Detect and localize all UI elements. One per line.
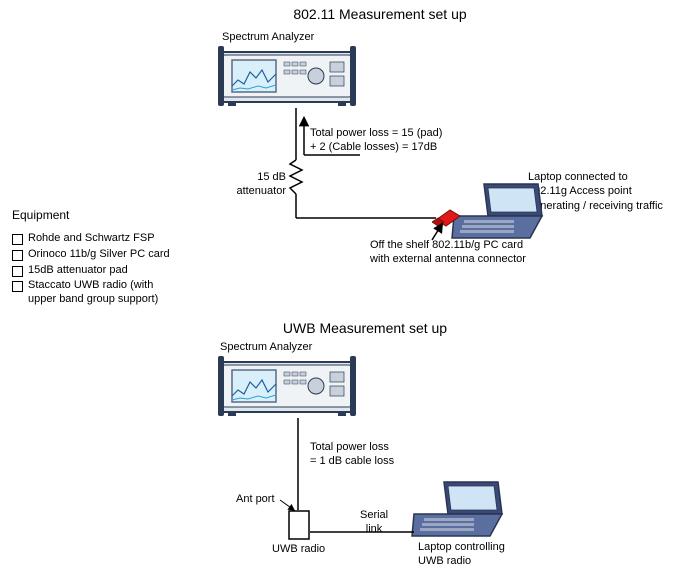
power-loss-label-2: Total power loss = 1 dB cable loss: [310, 440, 394, 469]
equipment-list: Rohde and Schwartz FSP Orinoco 11b/g Sil…: [12, 232, 172, 309]
title-80211: 802.11 Measurement set up: [250, 6, 510, 22]
uwb-radio-box: [288, 510, 310, 545]
equipment-item: 15dB attenuator pad: [12, 264, 172, 278]
analyzer-label-1: Spectrum Analyzer: [222, 30, 314, 44]
equipment-item: Rohde and Schwartz FSP: [12, 232, 172, 246]
pc-card: [432, 208, 462, 233]
laptop-label-2: Laptop controlling UWB radio: [418, 540, 505, 569]
title-uwb: UWB Measurement set up: [235, 320, 495, 336]
spectrum-analyzer-1: [218, 44, 358, 115]
uwb-radio-label: UWB radio: [272, 542, 325, 556]
laptop-2: [410, 480, 506, 547]
analyzer-label-2: Spectrum Analyzer: [220, 340, 312, 354]
power-loss-label-1: Total power loss = 15 (pad) + 2 (Cable l…: [310, 126, 442, 155]
equipment-item: Orinoco 11b/g Silver PC card: [12, 248, 172, 262]
attenuator-label: 15 dB attenuator: [230, 170, 286, 199]
equipment-header: Equipment: [12, 208, 69, 222]
laptop-1: [450, 182, 546, 249]
laptop-label-1: Laptop connected to 802.11g Access point…: [528, 170, 663, 213]
serial-link-label: Serial link: [360, 508, 388, 537]
equipment-item: Staccato UWB radio (with upper band grou…: [12, 279, 172, 307]
spectrum-analyzer-2: [218, 354, 358, 425]
ant-port-label: Ant port: [236, 492, 275, 506]
